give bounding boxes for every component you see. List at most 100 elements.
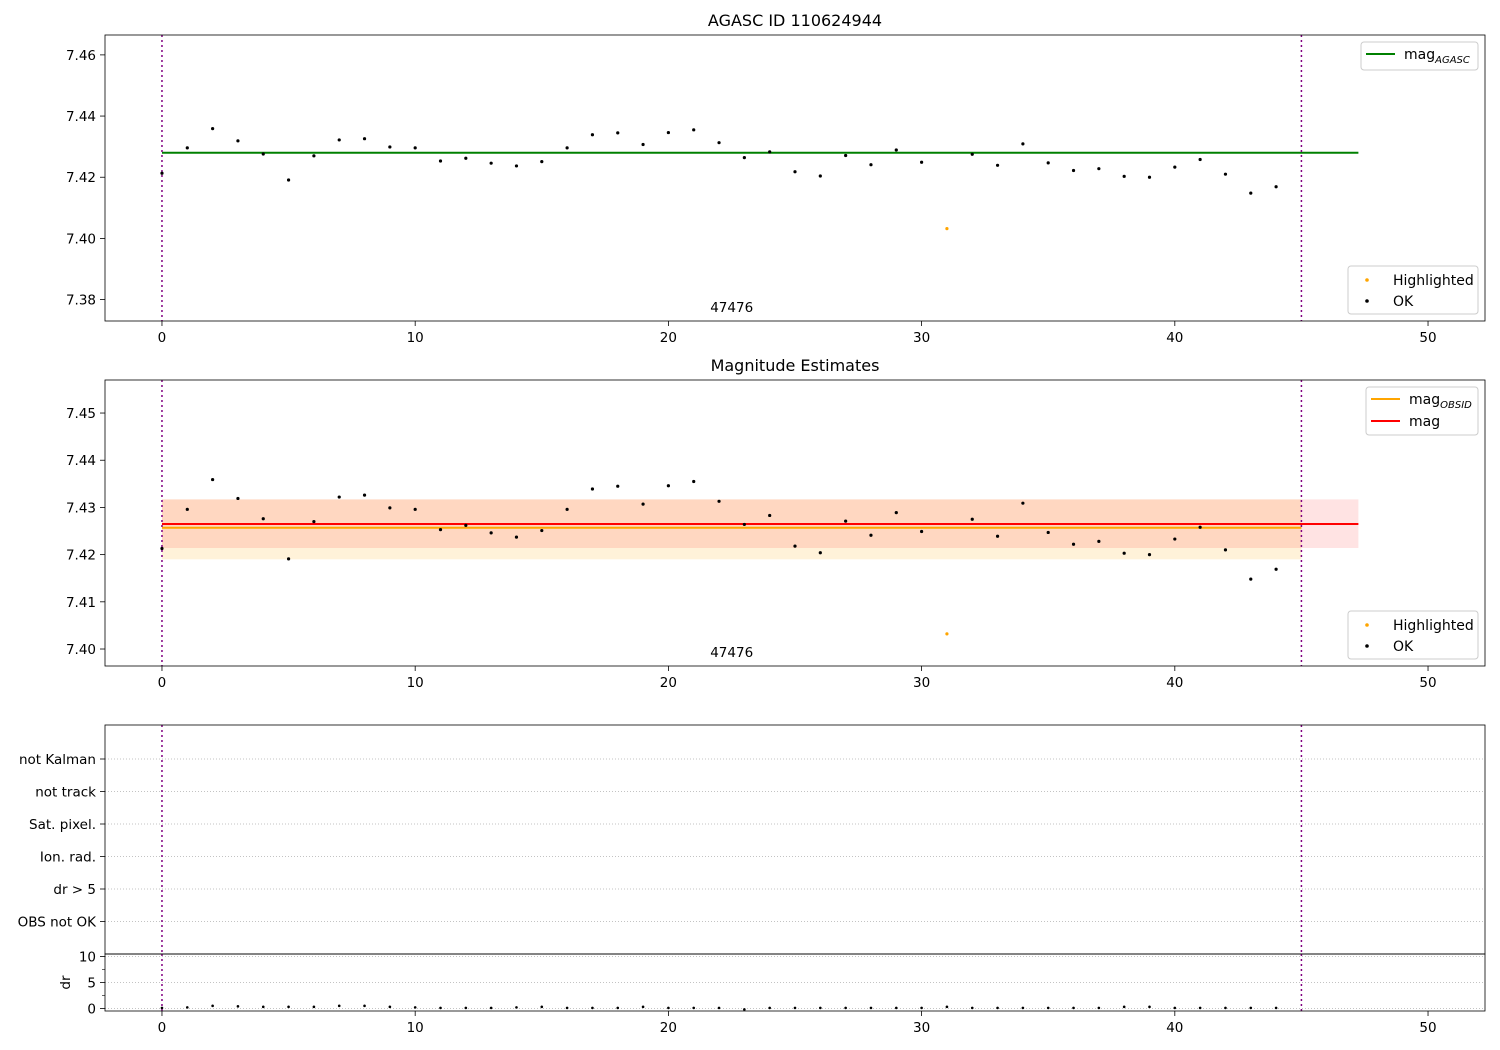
ok-point (1173, 165, 1177, 169)
ok-point (261, 152, 265, 156)
legend-marker (1365, 278, 1369, 282)
legend-label: magAGASC (1404, 47, 1470, 66)
ok-point (236, 496, 240, 501)
y-tick-label: 0 (87, 1001, 96, 1017)
ok-point (616, 484, 620, 488)
obsid-annotation: 47476 (710, 300, 753, 316)
dr-point (1097, 1006, 1101, 1010)
x-tick-label: 10 (407, 330, 424, 346)
ok-point (1046, 161, 1050, 165)
x-tick-label: 10 (407, 675, 424, 691)
ok-point (211, 127, 215, 131)
ok-point (185, 146, 189, 150)
ok-point (1122, 174, 1126, 178)
ok-point (312, 519, 316, 524)
dr-point (996, 1006, 999, 1010)
dr-point (160, 1006, 164, 1010)
ok-point (717, 141, 721, 145)
ok-point (185, 507, 189, 511)
ok-point (337, 495, 341, 499)
ok-point (413, 507, 417, 511)
ok-point (590, 487, 595, 491)
lines-legend (1360, 41, 1479, 71)
points-legend (1347, 610, 1479, 660)
legend-marker (1365, 644, 1369, 648)
ok-point (692, 479, 696, 484)
ok-point (970, 152, 974, 156)
ok-point (565, 507, 569, 511)
ok-point (742, 156, 746, 160)
highlighted-point (945, 632, 949, 636)
legend-label: mag (1409, 414, 1440, 430)
axes-frame (104, 34, 1486, 322)
x-tick-label: 20 (660, 675, 677, 691)
ok-point (1223, 172, 1228, 176)
ok-point (388, 506, 392, 510)
x-tick-label: 20 (660, 1020, 677, 1036)
ok-point (995, 534, 1000, 538)
y-tick-label: 7.43 (66, 500, 96, 516)
dr-point (439, 1006, 442, 1010)
y-axis-label: dr (58, 975, 74, 990)
ok-point (489, 161, 493, 165)
ok-point (1198, 525, 1202, 529)
ok-point (261, 517, 265, 521)
flag-label: Ion. rad. (40, 850, 96, 866)
dr-point (236, 1005, 240, 1008)
ok-point (286, 557, 291, 561)
x-tick-label: 30 (913, 330, 930, 346)
y-tick-label: 7.44 (66, 109, 96, 125)
ok-point (869, 163, 873, 167)
ok-point (211, 477, 215, 482)
dr-point (641, 1005, 645, 1009)
ok-point (692, 128, 696, 132)
ok-point (793, 170, 797, 174)
ok-point (666, 484, 670, 488)
ok-point (590, 133, 595, 137)
x-tick-label: 40 (1166, 675, 1183, 691)
x-tick-label: 40 (1166, 330, 1183, 346)
ok-point (489, 531, 493, 535)
dr-point (515, 1006, 518, 1009)
ok-point (160, 546, 164, 551)
ok-point (464, 156, 468, 160)
ok-point (1071, 542, 1076, 546)
flag-label: not track (35, 785, 96, 801)
ok-point (717, 499, 721, 503)
dr-point (945, 1005, 949, 1009)
ok-point (920, 160, 924, 164)
dr-point (1148, 1005, 1151, 1009)
ok-point (1122, 551, 1126, 555)
ok-point (464, 523, 468, 527)
ok-point (540, 160, 544, 164)
dr-point (489, 1006, 493, 1010)
x-tick-label: 0 (158, 1020, 167, 1036)
y-tick-label: 7.45 (66, 406, 96, 422)
flag-label: OBS not OK (18, 915, 98, 931)
ok-point (312, 154, 316, 158)
y-tick-label: 5 (87, 976, 96, 992)
dr-point (692, 1006, 696, 1010)
x-tick-label: 40 (1166, 1020, 1183, 1036)
dr-point (337, 1004, 341, 1008)
ok-point (1173, 537, 1177, 541)
y-tick-label: 7.40 (66, 642, 96, 658)
dr-point (312, 1005, 316, 1009)
ok-point (768, 150, 772, 154)
legend-label: OK (1393, 639, 1414, 655)
ok-point (362, 137, 367, 141)
dr-point (464, 1006, 468, 1010)
ok-point (1046, 530, 1050, 535)
x-tick-label: 50 (1419, 675, 1436, 691)
legend-marker (1365, 623, 1369, 627)
dr-point (363, 1004, 366, 1008)
dr-point (211, 1004, 214, 1008)
ok-point (641, 502, 645, 506)
dr-point (413, 1006, 417, 1009)
y-tick-label: 7.38 (66, 293, 96, 309)
ok-point (1249, 577, 1253, 581)
dr-point (844, 1006, 847, 1010)
dr-point (591, 1006, 594, 1010)
dr-point (894, 1006, 898, 1010)
